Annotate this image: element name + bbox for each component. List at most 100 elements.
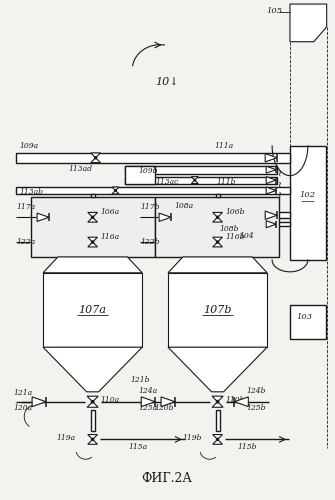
Bar (210, 222, 290, 226)
Text: 106a: 106a (100, 208, 120, 216)
Polygon shape (213, 212, 222, 218)
Text: 108a: 108a (175, 202, 194, 210)
Polygon shape (191, 180, 198, 184)
Circle shape (194, 180, 196, 181)
Polygon shape (266, 220, 276, 228)
Polygon shape (213, 440, 222, 444)
Text: 110a: 110a (100, 396, 120, 404)
Polygon shape (168, 257, 267, 273)
Circle shape (216, 400, 219, 403)
Polygon shape (87, 396, 98, 402)
Text: 120b: 120b (154, 404, 174, 411)
Text: 105: 105 (266, 7, 282, 15)
Circle shape (91, 216, 94, 218)
Text: 10↓: 10↓ (155, 76, 179, 86)
Bar (125, 166, 277, 173)
Text: 115b: 115b (238, 444, 257, 452)
Circle shape (216, 216, 219, 218)
Text: 117a: 117a (16, 204, 36, 212)
Text: 120a: 120a (13, 404, 32, 411)
Polygon shape (88, 440, 97, 444)
Text: 102: 102 (300, 192, 316, 200)
Text: ФИГ.2А: ФИГ.2А (142, 472, 192, 484)
Bar (216, 410, 219, 432)
Circle shape (115, 190, 116, 191)
Bar (43, 273, 142, 347)
Text: 111a: 111a (215, 142, 234, 150)
Polygon shape (112, 187, 119, 190)
Text: ~: ~ (277, 168, 285, 175)
Text: 125b: 125b (246, 404, 266, 411)
Text: 122a: 122a (16, 238, 36, 246)
Polygon shape (88, 212, 97, 218)
Circle shape (91, 438, 94, 440)
Bar (16, 186, 290, 194)
Polygon shape (213, 218, 222, 222)
Polygon shape (88, 237, 97, 242)
Polygon shape (88, 242, 97, 247)
Text: 121a: 121a (13, 389, 32, 397)
Text: 113ab: 113ab (19, 188, 43, 196)
Polygon shape (43, 347, 142, 392)
Text: 116a: 116a (100, 233, 120, 241)
Bar (125, 176, 277, 184)
Text: 119a: 119a (57, 434, 76, 442)
Text: 125a: 125a (138, 404, 157, 411)
Text: 116b: 116b (225, 233, 245, 241)
Polygon shape (32, 397, 46, 406)
Polygon shape (213, 242, 222, 247)
Polygon shape (266, 176, 276, 184)
Text: 104: 104 (240, 232, 254, 240)
Text: 106b: 106b (225, 208, 245, 216)
Text: 122b: 122b (140, 238, 160, 246)
Bar (216, 194, 219, 198)
Bar (290, 146, 326, 260)
Text: 107a: 107a (79, 305, 107, 315)
Text: 117b: 117b (140, 204, 160, 212)
Bar (16, 153, 290, 162)
Circle shape (91, 400, 94, 403)
Polygon shape (212, 402, 223, 407)
Text: 103: 103 (297, 314, 313, 322)
Bar (91, 194, 94, 198)
Polygon shape (290, 4, 327, 42)
Bar (91, 410, 94, 432)
Bar (290, 304, 326, 340)
Text: 111b: 111b (217, 178, 236, 186)
Bar (155, 212, 290, 218)
Text: 121b: 121b (130, 376, 150, 384)
Polygon shape (88, 434, 97, 440)
Text: ~: ~ (277, 180, 285, 186)
Polygon shape (88, 218, 97, 222)
Polygon shape (43, 257, 142, 273)
Polygon shape (168, 347, 267, 392)
Polygon shape (161, 397, 175, 406)
Polygon shape (91, 158, 100, 162)
Text: 113ad: 113ad (69, 164, 93, 172)
Text: 124a: 124a (138, 387, 157, 395)
Polygon shape (191, 176, 198, 180)
Polygon shape (266, 166, 276, 173)
Circle shape (94, 156, 96, 159)
Polygon shape (265, 211, 277, 220)
Polygon shape (141, 397, 155, 406)
Polygon shape (212, 396, 223, 402)
Text: 124b: 124b (246, 387, 266, 395)
Bar (155, 198, 279, 257)
Polygon shape (234, 397, 248, 406)
Polygon shape (266, 187, 276, 194)
Polygon shape (159, 213, 171, 222)
Polygon shape (87, 402, 98, 407)
Text: 115a: 115a (129, 444, 148, 452)
Bar (125, 166, 155, 184)
Polygon shape (213, 434, 222, 440)
Polygon shape (213, 237, 222, 242)
Polygon shape (265, 154, 277, 162)
Text: 109b: 109b (138, 166, 158, 174)
Text: 109a: 109a (19, 142, 39, 150)
Circle shape (91, 241, 94, 243)
Text: ~: ~ (277, 190, 285, 196)
Text: 110b: 110b (225, 396, 245, 404)
Text: 113ac: 113ac (155, 178, 179, 186)
Circle shape (216, 241, 219, 243)
